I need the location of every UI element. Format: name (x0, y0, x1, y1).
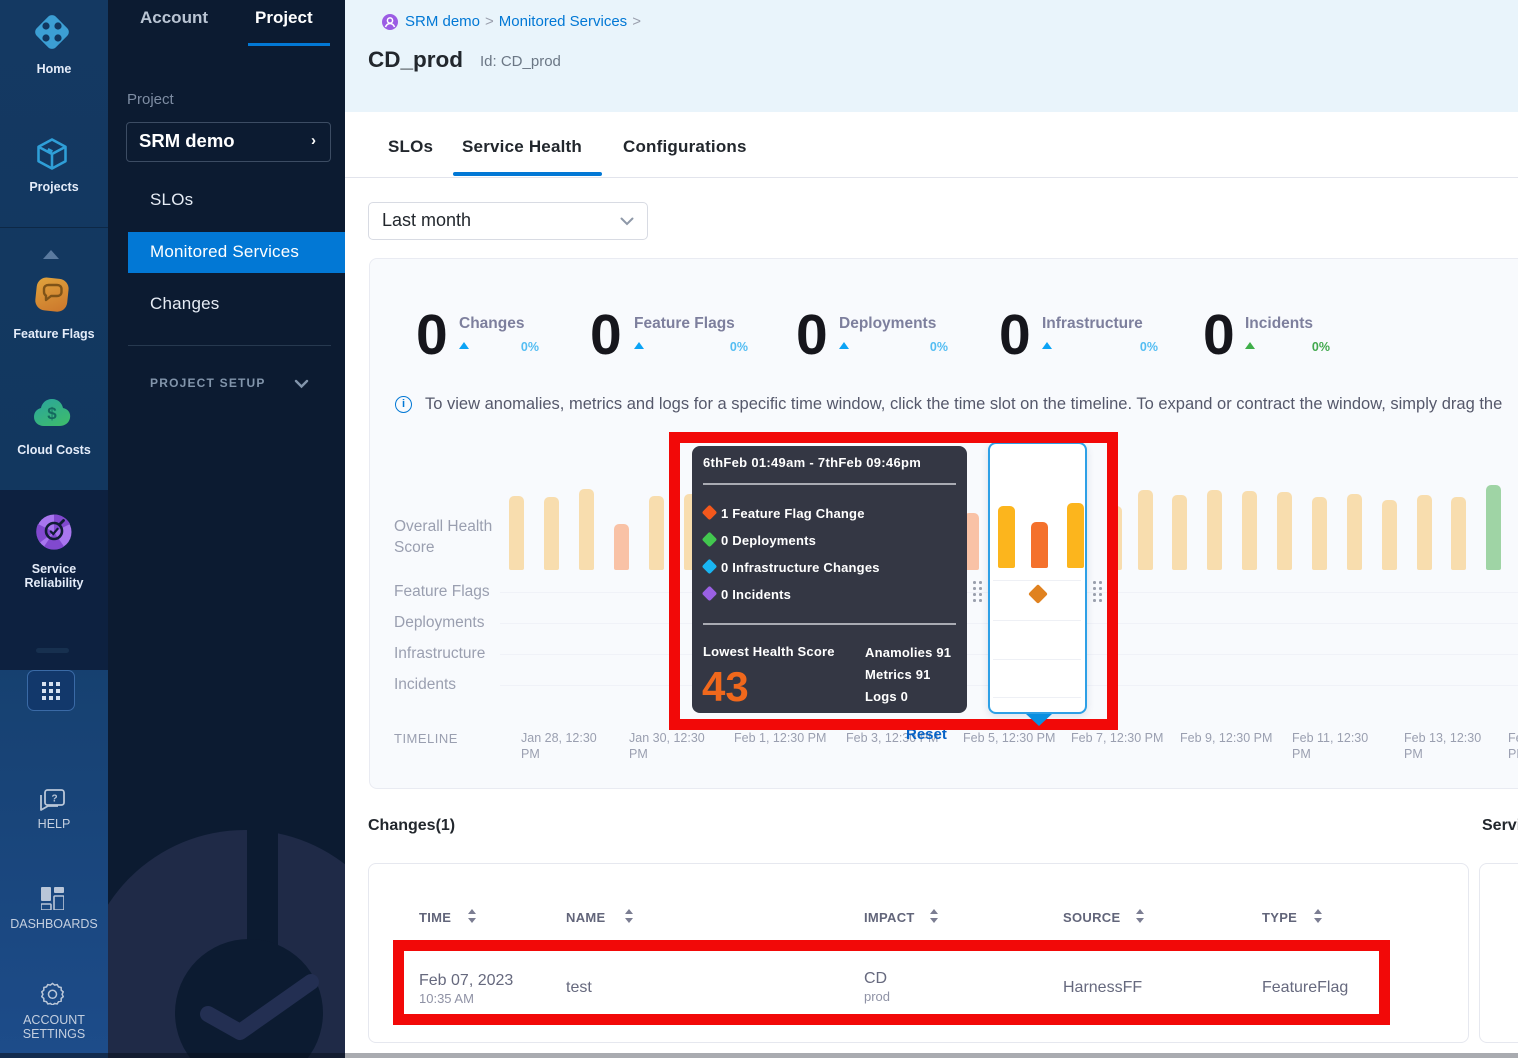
svg-text:$: $ (47, 404, 57, 423)
svg-text:?: ? (51, 794, 57, 805)
